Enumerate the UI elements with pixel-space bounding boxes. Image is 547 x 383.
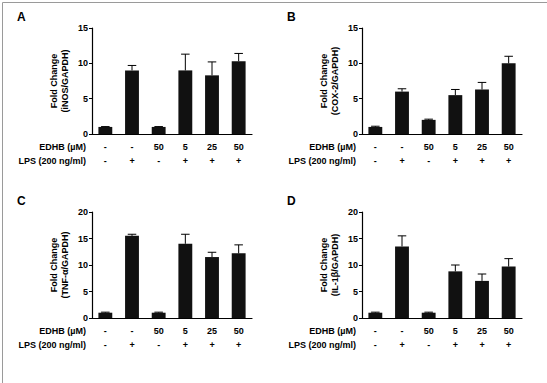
svg-text:+: +	[399, 156, 404, 166]
svg-text:-: -	[104, 156, 107, 166]
svg-text:-: -	[374, 156, 377, 166]
svg-text:-: -	[104, 340, 107, 350]
svg-text:(IL-1β/GAPDH): (IL-1β/GAPDH)	[330, 234, 340, 297]
svg-text:50: 50	[234, 326, 244, 336]
svg-text:15: 15	[348, 23, 358, 33]
svg-text:+: +	[209, 156, 214, 166]
svg-text:C: C	[17, 194, 26, 208]
svg-text:20: 20	[348, 207, 358, 217]
svg-text:+: +	[479, 340, 484, 350]
svg-text:5: 5	[453, 326, 458, 336]
svg-text:5: 5	[83, 94, 88, 104]
svg-text:+: +	[479, 156, 484, 166]
svg-text:50: 50	[504, 326, 514, 336]
svg-text:-: -	[157, 340, 160, 350]
svg-text:-: -	[104, 142, 107, 152]
svg-text:10: 10	[348, 58, 358, 68]
svg-text:0: 0	[353, 313, 358, 323]
svg-text:0: 0	[353, 129, 358, 139]
svg-text:10: 10	[78, 58, 88, 68]
svg-text:15: 15	[348, 234, 358, 244]
svg-text:(iNOS/GAPDH): (iNOS/GAPDH)	[60, 49, 70, 112]
svg-text:EDHB (µM): EDHB (µM)	[39, 142, 86, 152]
svg-text:-: -	[427, 340, 430, 350]
svg-text:5: 5	[83, 287, 88, 297]
svg-text:+: +	[236, 340, 241, 350]
svg-text:+: +	[183, 156, 188, 166]
svg-text:+: +	[453, 340, 458, 350]
svg-text:A: A	[17, 10, 26, 24]
svg-text:LPS (200 ng/ml): LPS (200 ng/ml)	[18, 156, 86, 166]
svg-text:5: 5	[353, 287, 358, 297]
svg-text:-: -	[131, 142, 134, 152]
svg-text:-: -	[401, 142, 404, 152]
svg-text:+: +	[209, 340, 214, 350]
svg-text:B: B	[287, 10, 296, 24]
svg-text:-: -	[104, 326, 107, 336]
svg-text:25: 25	[477, 326, 487, 336]
svg-text:20: 20	[78, 207, 88, 217]
svg-text:50: 50	[234, 142, 244, 152]
svg-text:25: 25	[477, 142, 487, 152]
svg-text:50: 50	[154, 326, 164, 336]
svg-text:Fold Change: Fold Change	[319, 238, 329, 293]
svg-text:LPS (200 ng/ml): LPS (200 ng/ml)	[18, 340, 86, 350]
svg-text:50: 50	[504, 142, 514, 152]
svg-text:EDHB (µM): EDHB (µM)	[309, 142, 356, 152]
svg-text:+: +	[129, 156, 134, 166]
svg-text:D: D	[287, 194, 296, 208]
svg-text:+: +	[506, 156, 511, 166]
svg-text:50: 50	[424, 142, 434, 152]
svg-text:LPS (200 ng/ml): LPS (200 ng/ml)	[288, 156, 356, 166]
svg-text:-: -	[401, 326, 404, 336]
svg-text:15: 15	[78, 234, 88, 244]
svg-text:5: 5	[183, 326, 188, 336]
svg-text:+: +	[506, 340, 511, 350]
svg-text:-: -	[374, 326, 377, 336]
svg-text:50: 50	[424, 326, 434, 336]
svg-text:LPS (200 ng/ml): LPS (200 ng/ml)	[288, 340, 356, 350]
svg-text:+: +	[236, 156, 241, 166]
svg-text:-: -	[157, 156, 160, 166]
svg-text:15: 15	[78, 23, 88, 33]
svg-text:-: -	[131, 326, 134, 336]
svg-text:(TNF-α/GAPDH): (TNF-α/GAPDH)	[60, 231, 70, 298]
svg-text:0: 0	[83, 313, 88, 323]
svg-text:Fold Change: Fold Change	[49, 238, 59, 293]
svg-text:-: -	[427, 156, 430, 166]
svg-text:EDHB (µM): EDHB (µM)	[309, 326, 356, 336]
svg-text:10: 10	[348, 260, 358, 270]
svg-text:5: 5	[353, 94, 358, 104]
svg-text:10: 10	[78, 260, 88, 270]
svg-text:25: 25	[207, 326, 217, 336]
svg-text:+: +	[183, 340, 188, 350]
svg-text:-: -	[374, 340, 377, 350]
svg-text:-: -	[374, 142, 377, 152]
svg-text:EDHB (µM): EDHB (µM)	[39, 326, 86, 336]
svg-text:25: 25	[207, 142, 217, 152]
svg-text:Fold Change: Fold Change	[49, 54, 59, 109]
svg-text:Fold Change: Fold Change	[319, 54, 329, 109]
svg-text:5: 5	[183, 142, 188, 152]
svg-text:5: 5	[453, 142, 458, 152]
svg-text:+: +	[399, 340, 404, 350]
svg-text:+: +	[453, 156, 458, 166]
svg-text:50: 50	[154, 142, 164, 152]
svg-text:+: +	[129, 340, 134, 350]
svg-text:(COX-2/GAPDH): (COX-2/GAPDH)	[330, 47, 340, 116]
svg-text:0: 0	[83, 129, 88, 139]
